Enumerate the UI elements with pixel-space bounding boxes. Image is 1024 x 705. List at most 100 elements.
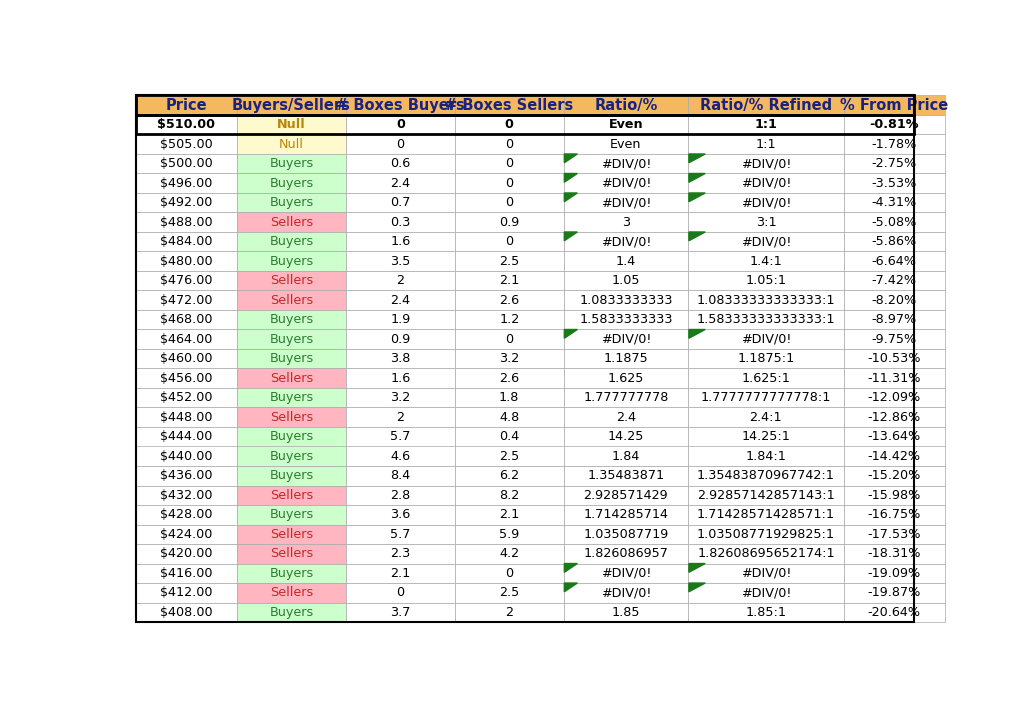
Text: $452.00: $452.00 (160, 391, 213, 404)
Bar (844, 173, 945, 193)
Bar (346, 388, 455, 407)
Text: Sellers: Sellers (270, 411, 313, 424)
Bar (563, 505, 688, 525)
Polygon shape (564, 329, 578, 338)
Text: 1.35483871: 1.35483871 (588, 470, 665, 482)
Bar (237, 252, 346, 271)
Text: Buyers: Buyers (269, 430, 313, 443)
Text: 0: 0 (396, 118, 404, 131)
Bar (237, 388, 346, 407)
Text: 3.2: 3.2 (499, 352, 519, 365)
Text: Ratio/% Refined: Ratio/% Refined (699, 98, 831, 113)
Text: Buyers: Buyers (269, 567, 313, 580)
Text: 1.777777778: 1.777777778 (584, 391, 669, 404)
Text: 1.826086957: 1.826086957 (584, 547, 669, 560)
Bar (688, 583, 844, 603)
Bar (346, 407, 455, 427)
Bar (563, 310, 688, 329)
Bar (563, 95, 688, 115)
Bar (563, 135, 688, 154)
Text: 2.3: 2.3 (390, 547, 411, 560)
Text: $420.00: $420.00 (160, 547, 213, 560)
Bar (346, 505, 455, 525)
Bar (688, 173, 844, 193)
Bar (455, 154, 563, 173)
Bar (455, 115, 563, 135)
Bar (346, 427, 455, 446)
Bar (844, 563, 945, 583)
Bar (136, 95, 913, 115)
Bar (455, 310, 563, 329)
Text: 2: 2 (396, 411, 404, 424)
Text: #DIV/0!: #DIV/0! (601, 587, 651, 599)
Bar (346, 290, 455, 310)
Bar (563, 212, 688, 232)
Polygon shape (689, 232, 706, 240)
Text: Buyers: Buyers (269, 196, 313, 209)
Bar (136, 310, 237, 329)
Text: 8.4: 8.4 (390, 470, 411, 482)
Bar (346, 252, 455, 271)
Text: Buyers: Buyers (269, 470, 313, 482)
Text: 1.7777777777778:1: 1.7777777777778:1 (700, 391, 831, 404)
Bar (844, 466, 945, 486)
Bar (237, 525, 346, 544)
Text: 1.714285714: 1.714285714 (584, 508, 669, 521)
Bar (844, 252, 945, 271)
Text: -0.81%: -0.81% (869, 118, 919, 131)
Bar (455, 212, 563, 232)
Bar (237, 95, 346, 115)
Text: -20.64%: -20.64% (867, 606, 921, 619)
Bar (563, 583, 688, 603)
Text: #DIV/0!: #DIV/0! (601, 196, 651, 209)
Bar (563, 232, 688, 252)
Bar (563, 525, 688, 544)
Bar (136, 252, 237, 271)
Bar (563, 154, 688, 173)
Bar (563, 486, 688, 505)
Bar (136, 486, 237, 505)
Text: 2.5: 2.5 (499, 450, 519, 462)
Text: $510.00: $510.00 (158, 118, 215, 131)
Bar (136, 212, 237, 232)
Bar (688, 466, 844, 486)
Bar (563, 563, 688, 583)
Bar (563, 407, 688, 427)
Bar (844, 446, 945, 466)
Text: 1.1875: 1.1875 (603, 352, 648, 365)
Text: -10.53%: -10.53% (867, 352, 921, 365)
Text: 4.8: 4.8 (499, 411, 519, 424)
Text: -18.31%: -18.31% (867, 547, 921, 560)
Bar (346, 193, 455, 212)
Text: Sellers: Sellers (270, 587, 313, 599)
Text: 1.05:1: 1.05:1 (745, 274, 786, 287)
Bar (455, 427, 563, 446)
Text: -9.75%: -9.75% (871, 333, 916, 345)
Bar (237, 466, 346, 486)
Text: #DIV/0!: #DIV/0! (740, 567, 792, 580)
Text: 14.25:1: 14.25:1 (741, 430, 791, 443)
Bar (455, 505, 563, 525)
Bar (346, 544, 455, 563)
Bar (346, 135, 455, 154)
Bar (563, 290, 688, 310)
Text: 2: 2 (505, 606, 513, 619)
Text: 2.8: 2.8 (390, 489, 411, 502)
Text: 1:1: 1:1 (756, 137, 776, 151)
Bar (346, 583, 455, 603)
Bar (346, 369, 455, 388)
Text: Sellers: Sellers (270, 547, 313, 560)
Bar (346, 446, 455, 466)
Bar (688, 446, 844, 466)
Bar (455, 95, 563, 115)
Text: Sellers: Sellers (270, 528, 313, 541)
Text: -15.20%: -15.20% (867, 470, 921, 482)
Text: -16.75%: -16.75% (867, 508, 921, 521)
Text: 3.7: 3.7 (390, 606, 411, 619)
Text: $408.00: $408.00 (160, 606, 213, 619)
Text: -8.20%: -8.20% (871, 294, 916, 307)
Bar (688, 193, 844, 212)
Text: 0.7: 0.7 (390, 196, 411, 209)
Bar (136, 525, 237, 544)
Bar (455, 329, 563, 349)
